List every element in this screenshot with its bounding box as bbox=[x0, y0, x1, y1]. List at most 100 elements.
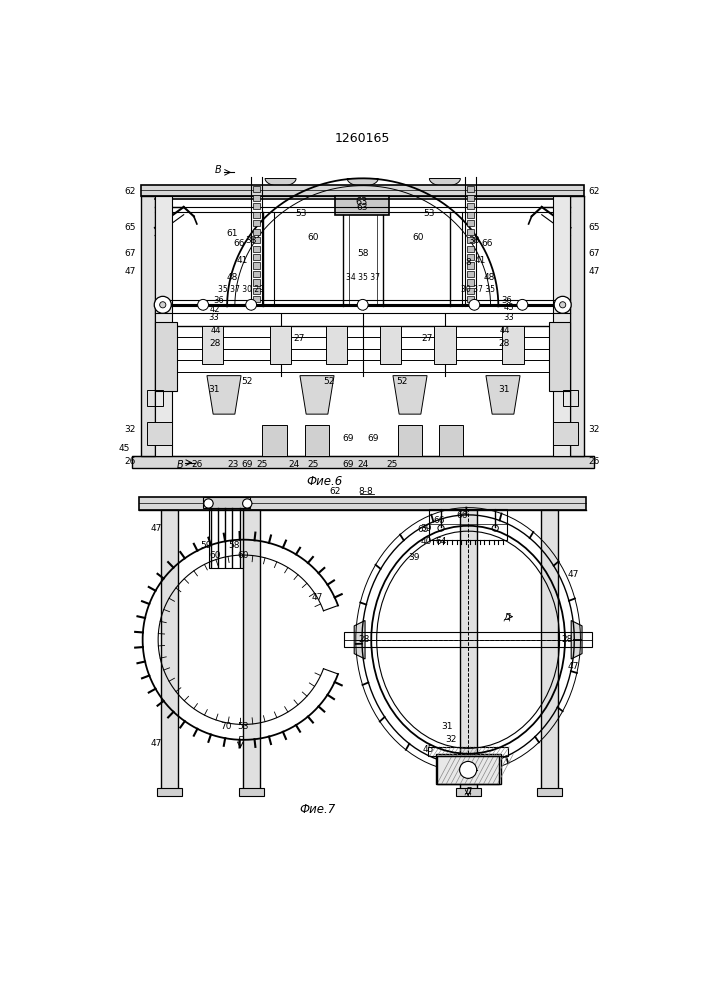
Text: 35 37 30 29: 35 37 30 29 bbox=[218, 285, 264, 294]
Bar bbox=[467, 262, 474, 269]
Text: 36: 36 bbox=[501, 296, 513, 305]
Text: 38: 38 bbox=[468, 236, 479, 245]
Text: 69: 69 bbox=[368, 434, 380, 443]
Bar bbox=[252, 237, 260, 243]
Bar bbox=[270, 326, 291, 364]
Polygon shape bbox=[486, 376, 520, 414]
Bar bbox=[467, 288, 474, 294]
Text: 28: 28 bbox=[358, 635, 370, 644]
Text: 58: 58 bbox=[357, 249, 368, 258]
Bar bbox=[139, 497, 586, 510]
Text: 47: 47 bbox=[567, 570, 578, 579]
Bar bbox=[132, 456, 594, 468]
Text: 39: 39 bbox=[421, 524, 432, 533]
Polygon shape bbox=[265, 179, 296, 186]
Text: 47: 47 bbox=[589, 267, 600, 276]
Text: B: B bbox=[215, 165, 222, 175]
Text: 67: 67 bbox=[124, 249, 136, 258]
Text: Фие.7: Фие.7 bbox=[299, 803, 335, 816]
Polygon shape bbox=[354, 620, 365, 659]
Text: Д: Д bbox=[503, 612, 510, 621]
Text: 58: 58 bbox=[228, 541, 240, 550]
Circle shape bbox=[357, 299, 368, 310]
Text: Д: Д bbox=[464, 787, 472, 796]
Bar bbox=[467, 271, 474, 277]
Bar bbox=[161, 510, 178, 790]
Bar bbox=[203, 497, 250, 508]
Text: 31: 31 bbox=[208, 385, 220, 394]
Bar bbox=[252, 203, 260, 209]
Text: 65: 65 bbox=[417, 525, 429, 534]
Text: 47: 47 bbox=[567, 662, 578, 671]
Polygon shape bbox=[429, 179, 460, 186]
Text: 45: 45 bbox=[118, 444, 129, 453]
Text: 36: 36 bbox=[214, 296, 224, 305]
Text: 30 37 35: 30 37 35 bbox=[461, 285, 495, 294]
Text: 33: 33 bbox=[209, 313, 219, 322]
Text: 52: 52 bbox=[396, 377, 407, 386]
Bar bbox=[305, 425, 329, 456]
Circle shape bbox=[460, 761, 477, 778]
Text: 44: 44 bbox=[500, 326, 510, 335]
Text: 8-8: 8-8 bbox=[358, 487, 373, 496]
Bar bbox=[141, 185, 585, 196]
Text: 66: 66 bbox=[234, 239, 245, 248]
Bar bbox=[380, 326, 402, 364]
Text: 60: 60 bbox=[209, 551, 221, 560]
Bar bbox=[467, 220, 474, 226]
Bar bbox=[155, 196, 172, 456]
Bar bbox=[571, 196, 585, 456]
Text: Фие.6: Фие.6 bbox=[307, 475, 343, 488]
Circle shape bbox=[243, 499, 252, 508]
Text: 52: 52 bbox=[241, 377, 252, 386]
Bar bbox=[467, 296, 474, 302]
Bar bbox=[467, 212, 474, 218]
Text: 61: 61 bbox=[226, 229, 238, 238]
Text: 52: 52 bbox=[323, 377, 334, 386]
Polygon shape bbox=[449, 760, 488, 771]
Bar bbox=[209, 508, 243, 568]
Circle shape bbox=[469, 299, 480, 310]
Bar bbox=[344, 632, 592, 647]
Circle shape bbox=[204, 499, 213, 508]
Bar bbox=[397, 425, 422, 456]
Circle shape bbox=[559, 302, 566, 308]
Text: 47: 47 bbox=[150, 739, 161, 748]
Text: 66: 66 bbox=[481, 239, 493, 248]
Text: Г: Г bbox=[238, 736, 243, 745]
Bar bbox=[252, 195, 260, 201]
Text: 8: 8 bbox=[465, 258, 471, 267]
Bar bbox=[549, 322, 571, 391]
Text: 62: 62 bbox=[329, 487, 341, 496]
Text: 47: 47 bbox=[311, 593, 322, 602]
Text: B: B bbox=[177, 460, 183, 470]
Text: 25: 25 bbox=[257, 460, 268, 469]
Text: 41: 41 bbox=[474, 256, 486, 265]
Text: 53: 53 bbox=[238, 722, 249, 731]
Bar bbox=[429, 509, 507, 540]
Bar bbox=[563, 389, 578, 406]
Text: 42: 42 bbox=[209, 305, 220, 314]
Text: 62: 62 bbox=[589, 187, 600, 196]
Text: 32: 32 bbox=[589, 425, 600, 434]
Text: 60: 60 bbox=[308, 233, 319, 242]
Text: 25: 25 bbox=[387, 460, 398, 469]
Polygon shape bbox=[571, 620, 582, 659]
Text: 24: 24 bbox=[357, 460, 368, 469]
Text: 27: 27 bbox=[293, 334, 305, 343]
Text: 65: 65 bbox=[124, 223, 136, 232]
Bar bbox=[252, 271, 260, 277]
Circle shape bbox=[246, 299, 257, 310]
Bar bbox=[147, 422, 172, 445]
Bar bbox=[467, 195, 474, 201]
Bar bbox=[456, 788, 481, 796]
Bar bbox=[467, 237, 474, 243]
Circle shape bbox=[517, 299, 528, 310]
Text: 26: 26 bbox=[589, 457, 600, 466]
Bar bbox=[460, 510, 477, 790]
Bar bbox=[467, 279, 474, 286]
Text: 26: 26 bbox=[191, 460, 203, 469]
Text: 67: 67 bbox=[589, 249, 600, 258]
Text: 64: 64 bbox=[436, 537, 447, 546]
Text: 47: 47 bbox=[124, 267, 136, 276]
